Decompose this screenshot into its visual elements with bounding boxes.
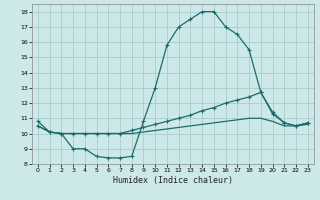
X-axis label: Humidex (Indice chaleur): Humidex (Indice chaleur) bbox=[113, 176, 233, 185]
